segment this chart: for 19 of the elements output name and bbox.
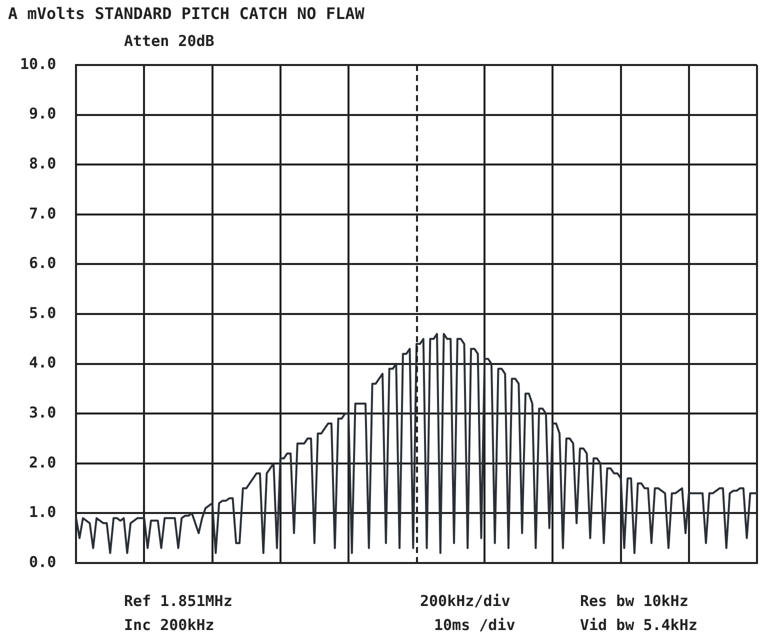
text: Atten 20dB bbox=[124, 32, 214, 50]
y-tick-label: 10.0 bbox=[20, 54, 56, 73]
y-tick-label: 8.0 bbox=[29, 154, 56, 172]
y-tick-label: 9.0 bbox=[29, 104, 56, 123]
text: Inc 200kHz bbox=[124, 616, 214, 634]
y-tick-label: 4.0 bbox=[29, 354, 56, 372]
y-tick-label: 2.0 bbox=[29, 453, 56, 472]
text: 200kHz/div bbox=[420, 592, 510, 610]
text: Vid bw 5.4kHz bbox=[580, 616, 698, 634]
y-tick-label: 6.0 bbox=[29, 254, 56, 272]
text: Res bw 10kHz bbox=[580, 592, 688, 610]
y-tick-label: 1.0 bbox=[29, 503, 56, 522]
text: Ref 1.851MHz bbox=[124, 592, 232, 610]
y-tick-label: 3.0 bbox=[29, 403, 56, 422]
y-tick-label: 0.0 bbox=[29, 552, 56, 571]
y-tick-label: 5.0 bbox=[29, 304, 56, 322]
text: 10ms /div bbox=[434, 616, 516, 634]
y-tick-label: 7.0 bbox=[29, 204, 56, 222]
chart-title: A mVolts STANDARD PITCH CATCH NO FLAW bbox=[8, 4, 364, 23]
